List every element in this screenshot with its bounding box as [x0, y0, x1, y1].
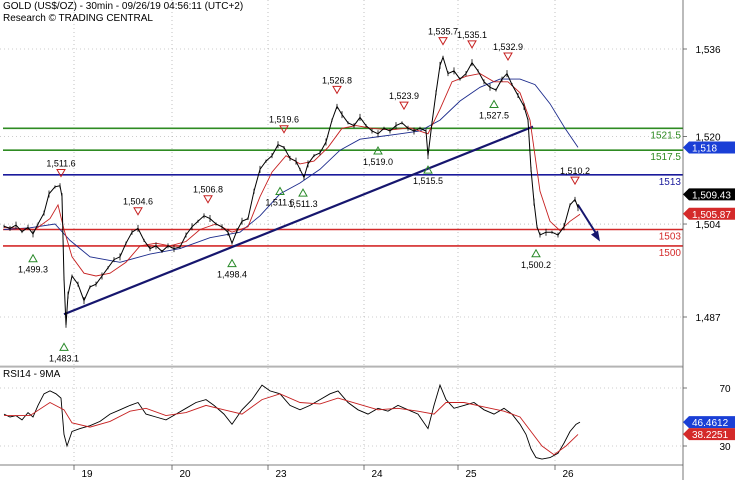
rsi-panel: RSI14 - 9MA: [0, 366, 683, 460]
grid-lines: [0, 0, 683, 462]
low-marker: [489, 99, 499, 108]
y-tick-label: 1,520: [695, 133, 720, 144]
rsi-tick-label: 70: [719, 384, 731, 395]
x-tick-label: 24: [371, 469, 383, 480]
price-badge: [683, 188, 735, 201]
high-marker: [570, 176, 580, 186]
level-label: 1503: [659, 231, 682, 242]
chart-title: GOLD (US$/OZ) - 30min - 09/26/19 04:56:1…: [3, 1, 244, 12]
high-label: 1,526.8: [322, 75, 352, 85]
low-marker: [28, 253, 38, 263]
x-tick-label: 23: [275, 469, 287, 480]
rsi-ma-line: [4, 393, 579, 456]
high-marker: [503, 52, 513, 61]
support-resistance-levels: 1521.5 1517.5 1513 1503 1500: [3, 127, 683, 259]
high-marker: [203, 195, 213, 204]
rsi-badge: [683, 416, 735, 429]
trendline-line: [63, 125, 534, 316]
high-label: 1,506.8: [193, 185, 223, 195]
price-badge-label: 1,518: [692, 143, 717, 154]
blue-moving-average: [3, 78, 579, 263]
high-label: 1,532.9: [493, 42, 523, 52]
high-label: 1,510.2: [560, 166, 590, 176]
high-marker: [56, 168, 66, 178]
high-marker: [467, 40, 477, 49]
projection-arrow: [577, 204, 599, 238]
low-marker: [298, 188, 308, 197]
low-marker: [373, 145, 383, 155]
price-series: [3, 55, 579, 328]
low-marker: [423, 165, 433, 174]
low-label: 1,527.5: [479, 110, 509, 120]
level-label: 1500: [659, 248, 682, 259]
rsi-badge: [683, 428, 735, 441]
low-label: 1,498.4: [217, 270, 247, 280]
price-annotations: 1,511.6 1,499.3 1,483.1 1,504.6 1,506.8 1,498…: [18, 27, 590, 364]
y-tick-label: 1,536: [695, 45, 720, 56]
level-label: 1517.5: [650, 152, 681, 163]
level-label: 1521.5: [650, 130, 681, 141]
x-tick-label: 26: [562, 469, 574, 480]
high-label: 1,504.6: [123, 197, 153, 207]
price-line: [3, 55, 579, 326]
trendline: [63, 125, 600, 316]
y-tick-label: 1,487: [695, 313, 720, 324]
price-badge: [683, 141, 735, 154]
high-label: 1,523.9: [389, 91, 419, 101]
high-marker: [438, 37, 448, 46]
high-marker: [133, 207, 143, 216]
high-marker: [279, 125, 289, 134]
x-tick-label: 20: [179, 469, 191, 480]
chart-credit: Research © TRADING CENTRAL: [3, 13, 153, 24]
low-label: 1,511.6: [265, 197, 294, 207]
low-marker: [531, 248, 541, 258]
x-tick-label: 25: [465, 469, 477, 480]
high-marker: [399, 101, 409, 111]
price-badge-label: 1,505.87: [692, 210, 731, 221]
low-marker: [275, 186, 285, 195]
rsi-badge-label: 46.4612: [692, 418, 729, 429]
rsi-line: [3, 383, 581, 460]
price-badge-label: 1,509.43: [692, 190, 731, 201]
high-label: 1,511.6: [46, 158, 75, 168]
y-tick-label: 1,504: [695, 220, 720, 231]
low-label: 1,511.3: [288, 199, 317, 209]
low-label: 1,519.0: [363, 157, 393, 167]
price-badge: [683, 207, 735, 220]
x-tick-label: 19: [81, 469, 93, 480]
low-label: 1,500.2: [521, 260, 551, 270]
low-marker: [59, 342, 69, 351]
high-marker: [332, 85, 342, 95]
rsi-title: RSI14 - 9MA: [3, 369, 61, 380]
low-label: 1,499.3: [18, 265, 48, 275]
low-label: 1,515.5: [413, 176, 443, 186]
level-label: 1513: [659, 177, 682, 188]
projection-arrowhead: [591, 230, 600, 242]
low-label: 1,483.1: [49, 353, 79, 363]
high-label: 1,535.7: [428, 27, 458, 37]
rsi-badge-label: 38.2251: [692, 430, 729, 441]
high-label: 1,519.6: [269, 115, 299, 125]
low-marker: [227, 258, 237, 268]
rsi-tick-label: 30: [719, 442, 731, 453]
high-label: 1,535.1: [457, 30, 487, 40]
